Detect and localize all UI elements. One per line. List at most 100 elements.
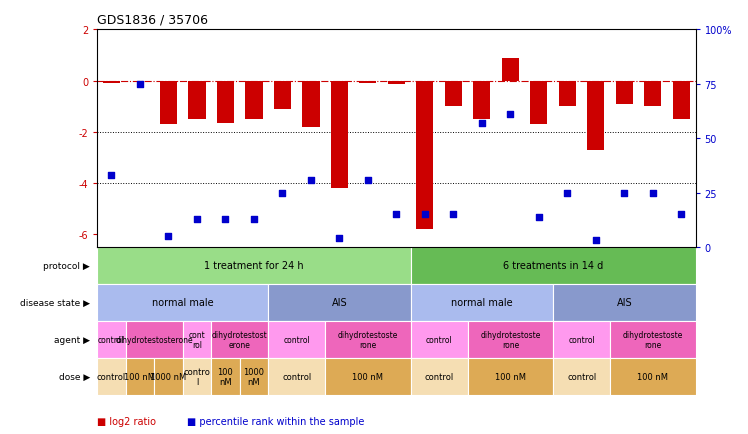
Text: control: control [283, 335, 310, 344]
Bar [274, 82, 291, 109]
Text: dose ▶: dose ▶ [58, 372, 90, 381]
Text: 6 treatments in 14 d: 6 treatments in 14 d [503, 261, 604, 271]
Point [419, 211, 431, 218]
Text: control: control [98, 335, 125, 344]
Text: disease state ▶: disease state ▶ [19, 298, 90, 307]
Text: 1000 nM: 1000 nM [150, 372, 186, 381]
Bar [97, 358, 126, 395]
Bar [616, 82, 633, 105]
Text: 100 nM: 100 nM [124, 372, 156, 381]
Bar [411, 247, 696, 284]
Text: 100 nM: 100 nM [637, 372, 669, 381]
Bar [445, 82, 462, 107]
Text: control: control [282, 372, 311, 381]
Point [191, 216, 203, 223]
Text: agent ▶: agent ▶ [54, 335, 90, 344]
Point [105, 172, 117, 179]
Text: ■ log2 ratio: ■ log2 ratio [97, 416, 156, 426]
Bar [502, 59, 519, 82]
Bar [610, 321, 696, 358]
Bar [239, 358, 269, 395]
Bar [97, 247, 411, 284]
Text: 100 nM: 100 nM [352, 372, 384, 381]
Bar [126, 321, 183, 358]
Bar [183, 358, 211, 395]
Bar [183, 321, 211, 358]
Text: 100 nM: 100 nM [495, 372, 526, 381]
Point [504, 112, 516, 118]
Point [219, 216, 231, 223]
Bar [644, 82, 661, 107]
Bar [473, 82, 491, 120]
Bar [411, 321, 468, 358]
Point [675, 211, 687, 218]
Point [334, 235, 346, 242]
Text: dihydrotestoste
rone: dihydrotestoste rone [338, 330, 398, 349]
Bar [673, 82, 690, 120]
Bar [302, 82, 319, 128]
Point [562, 190, 574, 197]
Text: AIS: AIS [616, 298, 632, 308]
Text: dihydrotestosterone: dihydrotestosterone [115, 335, 193, 344]
Point [248, 216, 260, 223]
Point [447, 211, 459, 218]
Point [619, 190, 631, 197]
Text: 1000
nM: 1000 nM [243, 367, 265, 386]
Point [305, 177, 317, 184]
Text: dihydrotestoste
rone: dihydrotestoste rone [480, 330, 541, 349]
Bar [269, 358, 325, 395]
Bar [388, 82, 405, 85]
Bar [126, 358, 154, 395]
Bar [188, 82, 206, 120]
Bar [587, 82, 604, 150]
Text: control: control [96, 372, 126, 381]
Text: protocol ▶: protocol ▶ [43, 261, 90, 270]
Bar [331, 82, 348, 189]
Text: dihydrotestost
erone: dihydrotestost erone [212, 330, 268, 349]
Point [476, 120, 488, 127]
Text: AIS: AIS [331, 298, 347, 308]
Bar [269, 284, 411, 321]
Text: GDS1836 / 35706: GDS1836 / 35706 [97, 13, 208, 26]
Text: control: control [567, 372, 596, 381]
Text: dihydrotestoste
rone: dihydrotestoste rone [622, 330, 683, 349]
Bar [97, 321, 126, 358]
Bar [103, 82, 120, 84]
Bar [359, 82, 376, 84]
Point [362, 177, 374, 184]
Text: 100
nM: 100 nM [218, 367, 233, 386]
Bar [559, 82, 576, 107]
Text: normal male: normal male [451, 298, 512, 308]
Bar [554, 284, 696, 321]
Text: normal male: normal male [152, 298, 213, 308]
Bar [468, 358, 554, 395]
Bar [245, 82, 263, 120]
Text: ■ percentile rank within the sample: ■ percentile rank within the sample [187, 416, 364, 426]
Bar [325, 358, 411, 395]
Bar [269, 321, 325, 358]
Text: contro
l: contro l [183, 367, 210, 386]
Bar [160, 82, 177, 125]
Text: control: control [568, 335, 595, 344]
Bar [468, 321, 554, 358]
Point [590, 237, 602, 244]
Bar [411, 358, 468, 395]
Point [162, 233, 174, 240]
Bar [211, 358, 239, 395]
Bar [325, 321, 411, 358]
Bar [610, 358, 696, 395]
Bar [554, 358, 610, 395]
Point [277, 190, 289, 197]
Bar [154, 358, 183, 395]
Text: 1 treatment for 24 h: 1 treatment for 24 h [204, 261, 304, 271]
Bar [530, 82, 548, 125]
Bar [417, 82, 434, 230]
Bar [211, 321, 269, 358]
Bar [217, 82, 234, 124]
Point [390, 211, 402, 218]
Point [533, 214, 545, 220]
Text: cont
rol: cont rol [188, 330, 206, 349]
Text: control: control [425, 372, 454, 381]
Point [134, 81, 146, 88]
Text: control: control [426, 335, 453, 344]
